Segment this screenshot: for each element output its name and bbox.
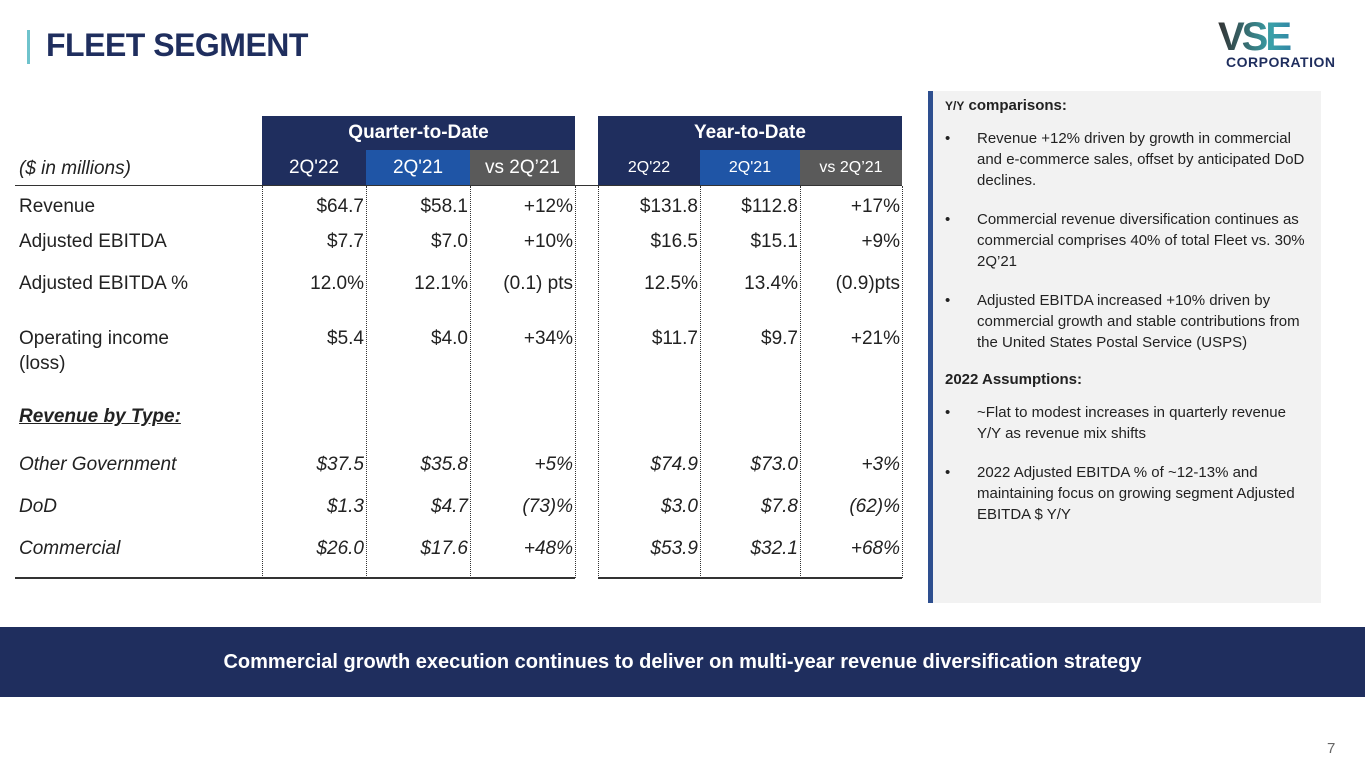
- table-cell: $112.8: [741, 196, 798, 217]
- table-cell: +21%: [850, 328, 900, 349]
- table-cell: (0.1) pts: [503, 273, 573, 294]
- table-cell: +34%: [523, 328, 573, 349]
- column-header: 2Q'22: [262, 150, 366, 185]
- commentary-panel: Y/Y comparisons: • Revenue +12% driven by…: [928, 91, 1321, 603]
- table-cell: $131.8: [639, 196, 698, 217]
- table-cell: 12.1%: [414, 273, 468, 294]
- table-cell: $37.5: [316, 454, 364, 475]
- table-cell: $7.7: [327, 231, 364, 252]
- bullet-item: • 2022 Adjusted EBITDA % of ~12-13% and m…: [945, 464, 1295, 523]
- bullet-item: • Revenue +12% driven by growth in commer…: [945, 130, 1305, 189]
- row-label: (loss): [19, 353, 66, 374]
- table-cell: $7.8: [761, 496, 798, 517]
- logo-sub: CORPORATION: [1226, 54, 1336, 70]
- table-cell: +12%: [523, 196, 573, 217]
- table-cell: $74.9: [650, 454, 698, 475]
- ytd-header: Year-to-Date: [598, 116, 902, 150]
- summary-banner: Commercial growth execution continues to…: [0, 627, 1365, 697]
- logo-main: VSE: [1218, 17, 1336, 57]
- vse-logo: VSE CORPORATION: [1218, 17, 1336, 76]
- table-cell: $1.3: [327, 496, 364, 517]
- table-cell: $4.7: [431, 496, 468, 517]
- table-cell: $11.7: [651, 328, 698, 349]
- table-cell: $9.7: [761, 328, 798, 349]
- assumptions-heading: 2022 Assumptions:: [945, 371, 1082, 388]
- table-cell: $73.0: [750, 454, 798, 475]
- table-cell: (0.9)pts: [835, 273, 900, 294]
- table-cell: 13.4%: [744, 273, 798, 294]
- table-cell: +10%: [523, 231, 573, 252]
- table-cell: 12.5%: [644, 273, 698, 294]
- row-label: Other Government: [19, 454, 177, 475]
- yy-heading: Y/Y comparisons:: [945, 97, 1067, 114]
- table-cell: $4.0: [431, 328, 468, 349]
- table-cell: +3%: [861, 454, 900, 475]
- bullet-item: • Adjusted EBITDA increased +10% driven b…: [945, 292, 1300, 351]
- table-cell: +5%: [534, 454, 573, 475]
- row-label: Adjusted EBITDA: [19, 231, 167, 252]
- table-cell: (62)%: [849, 496, 900, 517]
- table-cell: $26.0: [316, 538, 364, 559]
- column-header: 2Q'21: [700, 150, 800, 185]
- table-cell: $64.7: [316, 196, 364, 217]
- table-cell: $3.0: [661, 496, 698, 517]
- units-label: ($ in millions): [19, 158, 131, 179]
- qtd-header: Quarter-to-Date: [262, 116, 575, 150]
- row-label: Revenue by Type:: [19, 406, 181, 427]
- row-label: Commercial: [19, 538, 121, 559]
- column-header: vs 2Q’21: [470, 150, 575, 185]
- bullet-item: • ~Flat to modest increases in quarterly …: [945, 404, 1286, 442]
- column-header: 2Q'22: [598, 150, 700, 185]
- page-number: 7: [1327, 740, 1336, 757]
- table-cell: +17%: [850, 196, 900, 217]
- table-cell: +48%: [523, 538, 573, 559]
- table-cell: 12.0%: [310, 273, 364, 294]
- table-cell: $7.0: [431, 231, 468, 252]
- row-label: DoD: [19, 496, 58, 517]
- table-cell: $15.1: [750, 231, 798, 252]
- table-cell: $16.5: [650, 231, 698, 252]
- table-cell: $53.9: [650, 538, 698, 559]
- bullet-item: • Commercial revenue diversification cont…: [945, 211, 1305, 270]
- table-cell: $35.8: [420, 454, 468, 475]
- page-title: FLEET SEGMENT: [46, 27, 308, 63]
- table-cell: +9%: [861, 231, 900, 252]
- row-label: Revenue: [19, 196, 96, 217]
- column-header: 2Q'21: [366, 150, 470, 185]
- table-cell: $17.6: [420, 538, 468, 559]
- title-accent-bar: [27, 30, 30, 64]
- table-cell: $58.1: [420, 196, 468, 217]
- row-label: Operating income: [19, 328, 169, 349]
- table-cell: +68%: [850, 538, 900, 559]
- row-label: Adjusted EBITDA %: [19, 273, 188, 294]
- table-cell: $5.4: [327, 328, 364, 349]
- column-header: vs 2Q’21: [800, 150, 902, 185]
- table-cell: $32.1: [750, 538, 798, 559]
- table-cell: (73)%: [522, 496, 573, 517]
